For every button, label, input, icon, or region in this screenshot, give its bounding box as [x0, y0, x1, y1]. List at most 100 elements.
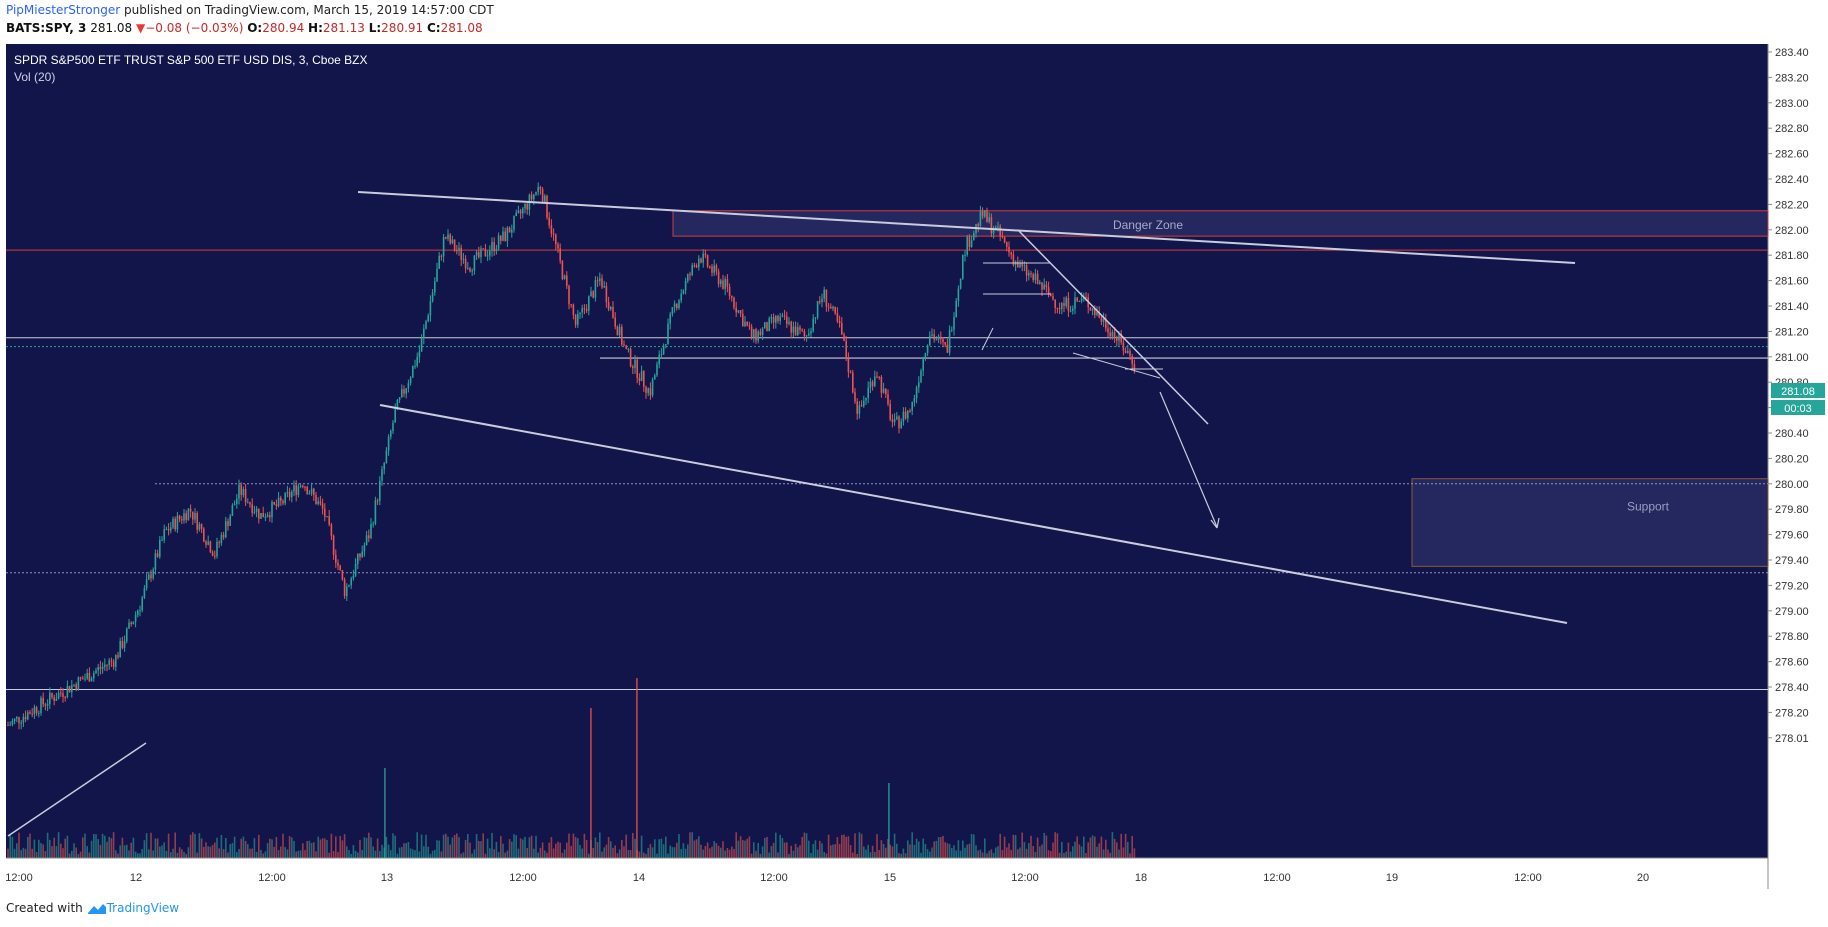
tradingview-link[interactable]: TradingView	[106, 901, 180, 915]
candle-body	[1030, 273, 1032, 275]
created-with: Created with	[6, 901, 83, 915]
candle-body	[924, 352, 927, 358]
candle-body	[27, 712, 29, 720]
candle-body	[979, 211, 982, 227]
candle-body	[574, 314, 577, 325]
candle-body	[869, 381, 872, 388]
volume-bar	[143, 840, 146, 858]
volume-bar	[1061, 841, 1063, 858]
volume-bar	[277, 850, 280, 858]
candle-body	[682, 290, 685, 294]
candle-body	[819, 301, 821, 303]
volume-bar	[269, 838, 271, 858]
candle-body	[489, 250, 491, 256]
candle-body	[845, 340, 847, 359]
candle-body	[295, 485, 297, 496]
c-value: 281.08	[440, 21, 483, 35]
candle-body	[1109, 332, 1111, 337]
volume-bar	[1087, 842, 1089, 858]
volume-bar	[1098, 843, 1100, 858]
candle-body	[357, 553, 359, 564]
candle-body	[891, 419, 894, 422]
volume-bar	[937, 837, 940, 858]
volume-bar	[423, 846, 425, 858]
volume-bar	[225, 837, 227, 858]
candle-body	[440, 255, 443, 257]
x-tick-label: 15	[884, 872, 896, 884]
volume-bar	[869, 852, 872, 858]
volume-bar	[614, 845, 616, 858]
candle-body	[592, 291, 594, 298]
candle-body	[929, 335, 931, 346]
volume-bar	[508, 839, 511, 858]
candle-body	[302, 485, 304, 487]
candle-body	[304, 486, 306, 488]
upper-trendline	[357, 191, 1576, 264]
candle-body	[711, 266, 713, 273]
candle-body	[71, 685, 73, 693]
candle-body	[660, 354, 663, 356]
candle-body	[1069, 310, 1072, 312]
candle-body	[568, 285, 570, 305]
candle-body	[277, 497, 280, 507]
volume-bar	[167, 833, 170, 858]
candle-body	[7, 725, 9, 727]
volume-bar	[517, 848, 520, 858]
candle-body	[337, 562, 339, 566]
candle-body	[128, 622, 130, 629]
volume-bar	[291, 837, 293, 858]
volume-bar	[458, 837, 460, 858]
candle-body	[183, 513, 185, 521]
candle-body	[812, 318, 814, 332]
candle-body	[915, 387, 918, 399]
volume-bar	[207, 846, 209, 858]
candle-body	[339, 565, 341, 571]
volume-bar	[970, 834, 973, 858]
volume-bar	[537, 852, 539, 858]
author-link[interactable]: PipMiesterStronger	[6, 3, 121, 17]
candle-body	[717, 271, 720, 285]
volume-bar	[447, 836, 449, 858]
volume-bar	[339, 836, 341, 858]
candle-body	[1008, 246, 1010, 253]
volume-bar	[379, 851, 381, 858]
candle-body	[84, 678, 86, 680]
volume-bar	[552, 848, 555, 858]
volume-bar	[95, 834, 97, 858]
candle-body	[266, 515, 269, 517]
volume-bar	[744, 840, 746, 858]
candle-body	[678, 300, 680, 309]
volume-bar	[911, 832, 913, 858]
volume-bar	[205, 842, 207, 858]
candle-body	[22, 716, 25, 723]
candle-body	[55, 698, 58, 701]
candle-body	[944, 342, 946, 345]
candle-body	[588, 296, 590, 311]
candle-body	[896, 416, 898, 419]
volume-bar	[616, 853, 619, 858]
candle-body	[264, 516, 267, 518]
volume-bar	[915, 838, 918, 858]
volume-bar	[711, 846, 713, 858]
candle-body	[808, 333, 810, 336]
candle-body	[904, 411, 907, 419]
candle-body	[451, 239, 454, 244]
volume-bar	[403, 843, 405, 858]
candle-body	[225, 521, 227, 538]
volume-bar	[396, 853, 399, 858]
chart-background[interactable]	[6, 44, 1768, 858]
candle-body	[79, 677, 82, 679]
candle-body	[676, 303, 678, 309]
volume-bar	[1074, 841, 1076, 858]
volume-bar	[1032, 845, 1034, 858]
volume-bar	[99, 844, 102, 858]
candle-body	[786, 316, 788, 324]
candle-body	[236, 498, 238, 504]
volume-bar	[530, 835, 533, 858]
volume-bar	[638, 851, 641, 858]
candle-body	[464, 258, 467, 269]
volume-bar	[469, 842, 471, 858]
candle-body	[825, 289, 828, 307]
candle-body	[326, 516, 328, 518]
